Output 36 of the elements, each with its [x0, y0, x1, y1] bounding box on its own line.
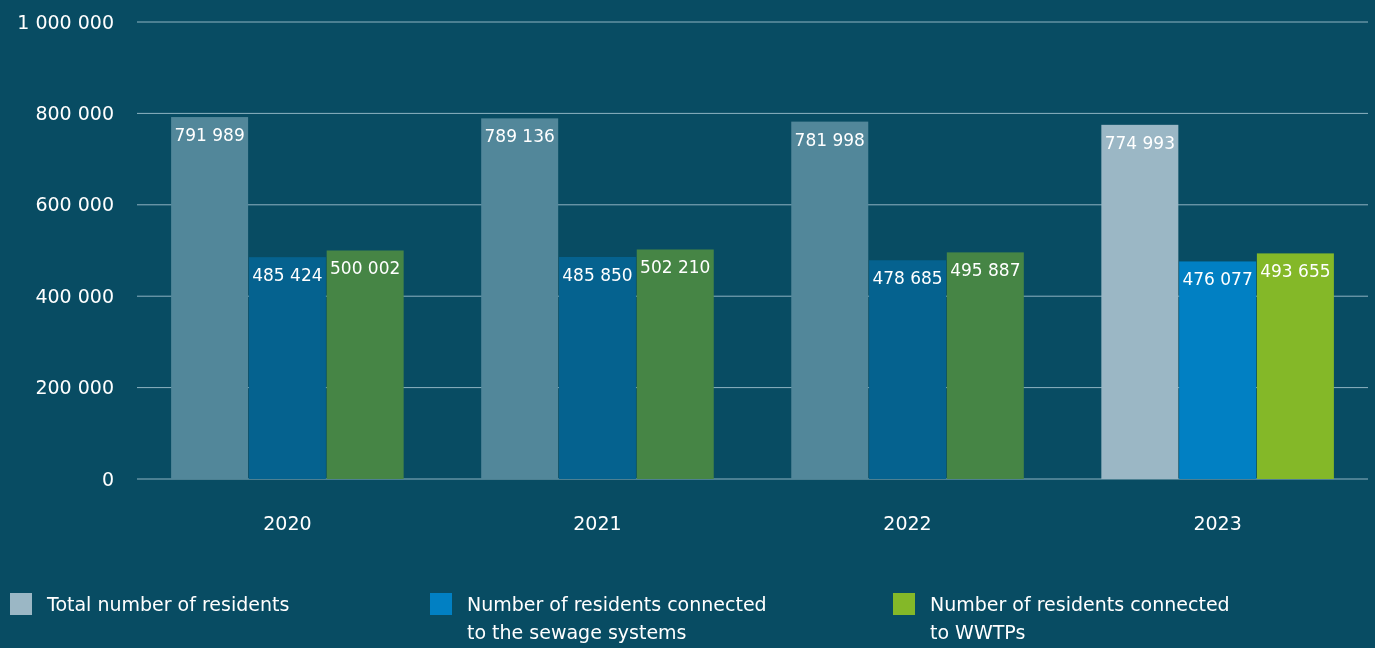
bar [558, 256, 636, 479]
bar [869, 260, 947, 479]
bar [791, 121, 869, 479]
legend-label: Number of residents connected to the sewage systems [467, 592, 767, 643]
bar [1179, 261, 1257, 479]
data-label: 493 655 [1260, 261, 1331, 282]
data-label: 485 424 [252, 265, 323, 286]
y-tick-label: 200 000 [35, 376, 114, 399]
data-label: 476 077 [1182, 269, 1253, 290]
bar [946, 252, 1024, 479]
bar [636, 249, 714, 479]
y-tick-label: 0 [101, 467, 114, 490]
data-label: 774 993 [1104, 132, 1175, 153]
y-tick-label: 800 000 [35, 102, 114, 125]
data-label: 478 685 [872, 268, 943, 289]
data-label: 791 989 [174, 125, 245, 146]
data-label: 495 887 [950, 260, 1021, 281]
x-tick-label: 2022 [883, 512, 932, 534]
legend-label: Total number of residents [46, 592, 290, 615]
data-label: 500 002 [330, 258, 401, 279]
y-tick-label: 1 000 000 [17, 10, 114, 33]
bar [326, 250, 404, 479]
x-tick-label: 2020 [263, 512, 312, 534]
data-label: 485 850 [562, 264, 633, 285]
x-tick-label: 2023 [1193, 512, 1242, 534]
bar [171, 117, 249, 479]
data-label: 789 136 [484, 126, 555, 147]
y-tick-label: 400 000 [35, 284, 114, 307]
legend-label: Number of residents connected to WWTPs [930, 592, 1230, 643]
bar [248, 257, 326, 479]
data-label: 781 998 [794, 129, 865, 150]
x-tick-label: 2021 [573, 512, 622, 534]
bar [481, 118, 559, 479]
bar [1256, 253, 1334, 479]
data-label: 502 210 [640, 257, 711, 278]
y-tick-label: 600 000 [35, 193, 114, 216]
